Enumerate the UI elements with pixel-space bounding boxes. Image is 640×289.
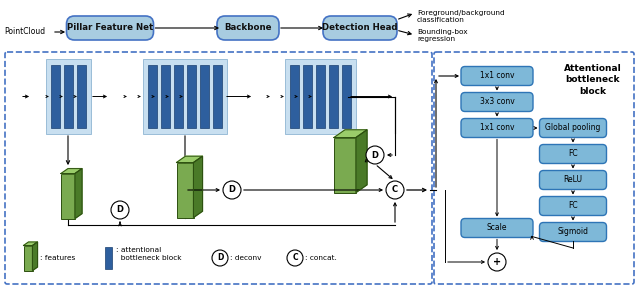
Bar xyxy=(187,65,196,128)
Text: : deconv: : deconv xyxy=(230,255,262,261)
FancyBboxPatch shape xyxy=(434,52,634,284)
Bar xyxy=(200,65,209,128)
Circle shape xyxy=(488,253,506,271)
Bar xyxy=(24,245,33,271)
Polygon shape xyxy=(75,168,82,218)
Text: : features: : features xyxy=(40,255,76,261)
Text: D: D xyxy=(371,151,378,160)
Text: D: D xyxy=(217,253,223,262)
Bar xyxy=(316,65,324,128)
Text: Pillar Feature Net: Pillar Feature Net xyxy=(67,23,153,32)
Bar xyxy=(148,65,157,128)
Bar xyxy=(174,65,183,128)
Text: Sigmoid: Sigmoid xyxy=(557,227,589,236)
Polygon shape xyxy=(177,156,202,162)
Text: C: C xyxy=(392,186,398,194)
Text: 1x1 conv: 1x1 conv xyxy=(480,123,515,132)
Polygon shape xyxy=(24,242,38,245)
FancyBboxPatch shape xyxy=(461,92,533,112)
Polygon shape xyxy=(33,242,38,271)
Bar xyxy=(328,65,337,128)
Text: ReLU: ReLU xyxy=(563,175,582,184)
Circle shape xyxy=(287,250,303,266)
Bar xyxy=(143,59,227,134)
Bar xyxy=(334,138,356,192)
Bar xyxy=(213,65,222,128)
FancyBboxPatch shape xyxy=(540,118,607,138)
Bar xyxy=(45,59,90,134)
Bar xyxy=(77,65,86,128)
Text: Detection Head: Detection Head xyxy=(323,23,397,32)
Circle shape xyxy=(212,250,228,266)
Text: FC: FC xyxy=(568,149,578,158)
FancyBboxPatch shape xyxy=(5,52,432,284)
FancyBboxPatch shape xyxy=(461,118,533,138)
Circle shape xyxy=(386,181,404,199)
Text: PointCloud: PointCloud xyxy=(4,27,45,36)
Text: 3x3 conv: 3x3 conv xyxy=(479,97,515,107)
Polygon shape xyxy=(356,130,367,192)
Bar xyxy=(161,65,170,128)
Circle shape xyxy=(111,201,129,219)
Text: Global pooling: Global pooling xyxy=(545,123,601,132)
Bar xyxy=(51,65,60,128)
Text: Backbone: Backbone xyxy=(224,23,272,32)
FancyBboxPatch shape xyxy=(67,16,154,40)
Bar xyxy=(289,65,298,128)
Text: : attentional
  bottleneck block: : attentional bottleneck block xyxy=(116,247,182,261)
Polygon shape xyxy=(334,130,367,138)
Bar xyxy=(63,65,72,128)
Text: Scale: Scale xyxy=(487,223,508,232)
Text: C: C xyxy=(292,253,298,262)
Bar xyxy=(303,65,312,128)
Text: Attentional
bottleneck
block: Attentional bottleneck block xyxy=(564,64,622,96)
Circle shape xyxy=(223,181,241,199)
Text: Foreground/background
classification: Foreground/background classification xyxy=(417,10,504,23)
Bar xyxy=(285,59,355,134)
FancyBboxPatch shape xyxy=(540,197,607,216)
FancyBboxPatch shape xyxy=(540,144,607,164)
FancyBboxPatch shape xyxy=(461,218,533,238)
Text: 1x1 conv: 1x1 conv xyxy=(480,71,515,81)
Text: D: D xyxy=(228,186,236,194)
Text: Bounding-box
regression: Bounding-box regression xyxy=(417,29,468,42)
FancyBboxPatch shape xyxy=(461,66,533,86)
Bar xyxy=(61,173,75,218)
Polygon shape xyxy=(193,156,202,218)
Polygon shape xyxy=(61,168,82,173)
FancyBboxPatch shape xyxy=(323,16,397,40)
Text: D: D xyxy=(116,205,124,214)
FancyBboxPatch shape xyxy=(540,171,607,190)
Text: : concat.: : concat. xyxy=(305,255,337,261)
Bar xyxy=(177,162,193,218)
Bar xyxy=(342,65,351,128)
FancyBboxPatch shape xyxy=(540,223,607,242)
Circle shape xyxy=(366,146,384,164)
Bar xyxy=(104,247,111,269)
Text: FC: FC xyxy=(568,201,578,210)
FancyBboxPatch shape xyxy=(217,16,279,40)
Text: +: + xyxy=(493,257,501,267)
